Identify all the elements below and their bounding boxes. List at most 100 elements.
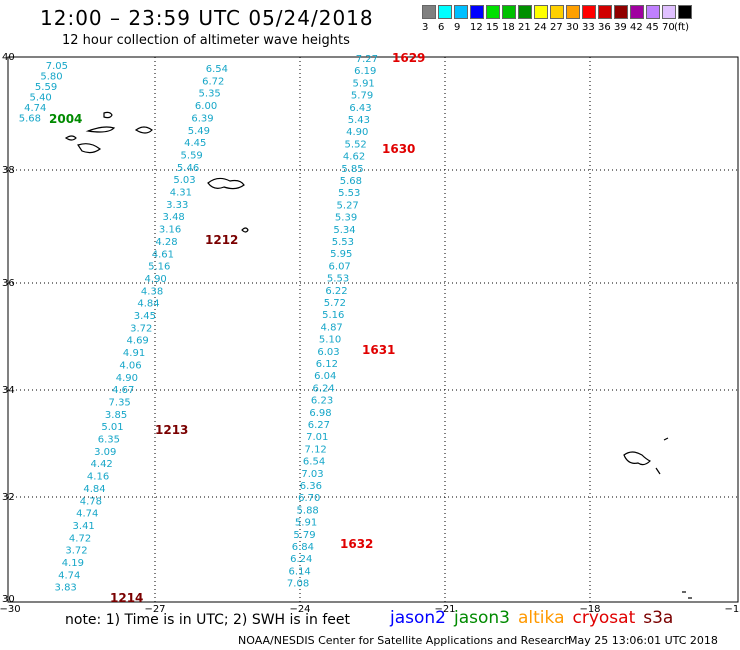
scale-label: 42 (630, 22, 643, 33)
scale-label: 24 (534, 22, 547, 33)
longitude-label: −18 (579, 604, 600, 615)
swh-value: 6.39 (191, 113, 213, 124)
scale-swatch (422, 5, 436, 19)
map-subtitle: 12 hour collection of altimeter wave hei… (62, 33, 350, 48)
swh-value: 5.59 (181, 150, 203, 161)
longitude-label: −30 (0, 604, 21, 615)
swh-value: 5.68 (19, 114, 41, 125)
swh-value: 5.16 (148, 262, 170, 273)
latitude-label: 34 (2, 385, 15, 396)
swh-value: 4.62 (343, 152, 365, 163)
latitude-label: 40 (2, 52, 15, 63)
swh-value: 5.46 (177, 163, 199, 174)
satellite-cryosat: cryosat (572, 608, 636, 628)
satellite-jason2: jason2 (390, 608, 446, 628)
longitude-label: −21 (434, 604, 455, 615)
swh-value: 7.35 (109, 397, 131, 408)
satellite-altika: altika (518, 608, 565, 628)
scale-swatch (566, 5, 580, 19)
scale-label: 6 (438, 22, 445, 33)
scale-swatch (598, 5, 612, 19)
satellite-legend: jason2 jason3 altika cryosat s3a (390, 608, 681, 628)
swh-value: 5.68 (340, 176, 362, 187)
swh-value: 5.80 (40, 72, 62, 83)
satellite-s3a: s3a (643, 608, 674, 628)
swh-value: 4.78 (80, 496, 102, 507)
swh-value: 4.19 (62, 558, 84, 569)
scale-swatch (470, 5, 484, 19)
swh-value: 4.74 (58, 570, 80, 581)
swh-value: 3.33 (166, 200, 188, 211)
scale-label: 33 (582, 22, 595, 33)
pass-time-label: 1214 (110, 591, 143, 605)
swh-value: 6.23 (311, 396, 333, 407)
scale-label: (ft) (674, 22, 690, 33)
swh-value: 5.79 (351, 91, 373, 102)
scale-swatch (502, 5, 516, 19)
swh-value: 5.79 (293, 530, 315, 541)
swh-value: 5.16 (322, 310, 344, 321)
latitude-label: 32 (2, 492, 15, 503)
swh-value: 6.22 (325, 286, 347, 297)
swh-value: 5.35 (199, 89, 221, 100)
swh-value: 7.05 (46, 61, 68, 72)
scale-label: 15 (486, 22, 499, 33)
scale-label: 18 (502, 22, 515, 33)
swh-value: 6.19 (354, 66, 376, 77)
swh-value: 4.67 (112, 385, 134, 396)
swh-value: 3.72 (65, 546, 87, 557)
swh-value: 3.41 (73, 521, 95, 532)
scale-label: 39 (614, 22, 627, 33)
latitude-label: 38 (2, 165, 15, 176)
swh-value: 6.24 (290, 554, 312, 565)
credit-text: NOAA/NESDIS Center for Satellite Applica… (238, 634, 572, 647)
scale-swatch (646, 5, 660, 19)
pass-time-label: 1212 (205, 233, 238, 247)
swh-value: 4.45 (184, 138, 206, 149)
swh-value: 6.84 (292, 542, 314, 553)
scale-swatch (678, 5, 692, 19)
swh-value: 4.28 (155, 237, 177, 248)
swh-value: 3.16 (159, 225, 181, 236)
longitude-label: −27 (144, 604, 165, 615)
swh-value: 3.83 (55, 583, 77, 594)
swh-value: 4.31 (170, 188, 192, 199)
pass-time-label: 1213 (155, 423, 188, 437)
scale-swatch (518, 5, 532, 19)
map-frame (7, 56, 739, 603)
generated-timestamp: May 25 13:06:01 UTC 2018 (568, 634, 718, 647)
scale-swatch (630, 5, 644, 19)
swh-value: 5.59 (35, 82, 57, 93)
swh-value: 4.61 (152, 249, 174, 260)
swh-value: 4.90 (145, 274, 167, 285)
pass-time-label: 1630 (382, 142, 415, 156)
swh-value: 4.16 (87, 472, 109, 483)
swh-value: 5.95 (330, 249, 352, 260)
swh-value: 4.91 (123, 348, 145, 359)
swh-value: 5.49 (188, 126, 210, 137)
swh-value: 6.35 (98, 435, 120, 446)
credit-line: NOAA/NESDIS Center for Satellite Applica… (238, 634, 718, 647)
swh-value: 5.52 (345, 139, 367, 150)
scale-label: 12 (470, 22, 483, 33)
swh-value: 6.03 (317, 347, 339, 358)
pass-time-label: 1631 (362, 343, 395, 357)
swh-value: 6.70 (298, 493, 320, 504)
longitude-label: −15 (724, 604, 740, 615)
pass-time-label: 2004 (49, 112, 82, 126)
pass-time-label: 1629 (392, 51, 425, 65)
scale-label: 70 (662, 22, 675, 33)
swh-value: 5.53 (327, 274, 349, 285)
swh-value: 6.72 (202, 76, 224, 87)
swh-value: 5.10 (319, 335, 341, 346)
swh-value: 6.14 (289, 566, 311, 577)
color-scale-bar (422, 5, 694, 19)
swh-value: 4.90 (346, 127, 368, 138)
swh-value: 5.43 (348, 115, 370, 126)
map-title: 12:00 – 23:59 UTC 05/24/2018 (40, 6, 374, 30)
footnote: note: 1) Time is in UTC; 2) SWH is in fe… (65, 612, 351, 628)
swh-value: 6.07 (329, 261, 351, 272)
swh-value: 3.09 (94, 447, 116, 458)
swh-value: 7.27 (356, 54, 378, 65)
